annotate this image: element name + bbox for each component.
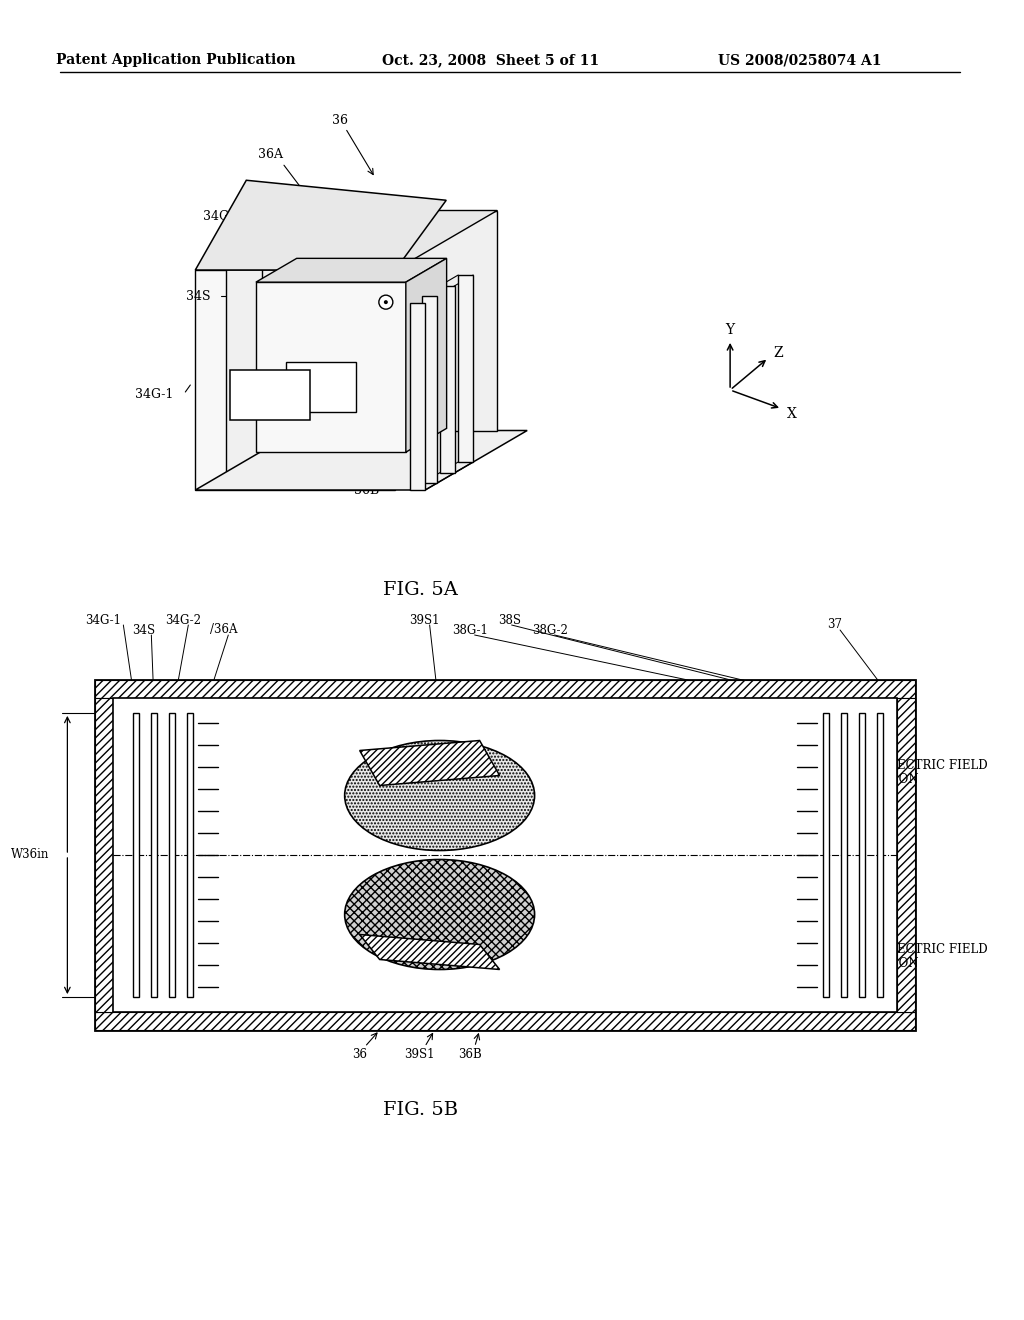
- Text: US 2008/0258074 A1: US 2008/0258074 A1: [719, 53, 882, 67]
- Polygon shape: [878, 713, 883, 997]
- Text: 38G-1: 38G-1: [425, 459, 464, 473]
- Text: 36B: 36B: [353, 483, 379, 496]
- Polygon shape: [297, 210, 498, 430]
- Polygon shape: [226, 252, 426, 473]
- Text: 38G-2: 38G-2: [382, 424, 421, 437]
- Ellipse shape: [345, 741, 535, 850]
- Polygon shape: [261, 231, 462, 451]
- Polygon shape: [230, 370, 310, 420]
- Text: 34G-2: 34G-2: [165, 614, 202, 627]
- Text: W36out: W36out: [820, 858, 866, 871]
- Polygon shape: [897, 698, 915, 1012]
- Polygon shape: [440, 285, 456, 473]
- Text: 37: 37: [827, 619, 843, 631]
- Text: 34G-1: 34G-1: [85, 614, 122, 627]
- Polygon shape: [114, 698, 897, 1012]
- Text: 39S1: 39S1: [404, 1048, 435, 1061]
- Text: 36: 36: [352, 1048, 368, 1061]
- Text: 36: 36: [332, 114, 348, 127]
- Text: 38S: 38S: [407, 425, 431, 437]
- Text: 38G-2: 38G-2: [531, 623, 567, 636]
- Polygon shape: [133, 713, 139, 997]
- Text: 38S: 38S: [498, 614, 521, 627]
- Text: /36A: /36A: [210, 623, 238, 636]
- Polygon shape: [359, 741, 500, 785]
- Polygon shape: [152, 713, 158, 997]
- Polygon shape: [458, 275, 473, 462]
- Text: Y: Y: [726, 323, 734, 337]
- Polygon shape: [823, 713, 829, 997]
- Text: 38G-1: 38G-1: [452, 623, 487, 636]
- Polygon shape: [859, 713, 865, 997]
- Text: Z: Z: [773, 346, 783, 360]
- Text: 36A: 36A: [258, 149, 283, 161]
- Text: REGION: REGION: [867, 957, 919, 970]
- Text: X: X: [786, 407, 797, 421]
- Text: 36B: 36B: [458, 1048, 481, 1061]
- Text: 34S: 34S: [186, 289, 211, 302]
- Polygon shape: [169, 713, 175, 997]
- Text: 34S: 34S: [132, 623, 155, 636]
- Polygon shape: [256, 282, 406, 453]
- Text: 36-1: 36-1: [453, 267, 480, 280]
- Text: −: −: [451, 800, 469, 821]
- Polygon shape: [95, 680, 915, 698]
- Polygon shape: [411, 304, 425, 490]
- Polygon shape: [256, 259, 446, 282]
- Text: 39S1: 39S1: [410, 614, 440, 627]
- Text: 34G-1: 34G-1: [135, 388, 174, 401]
- Polygon shape: [196, 181, 446, 271]
- Polygon shape: [196, 271, 395, 490]
- Polygon shape: [422, 296, 437, 483]
- Polygon shape: [95, 680, 915, 1030]
- Text: ⊕ ELECTRIC FIELD: ⊕ ELECTRIC FIELD: [867, 942, 988, 956]
- Polygon shape: [406, 259, 446, 453]
- Polygon shape: [359, 935, 500, 969]
- Circle shape: [379, 296, 393, 309]
- Polygon shape: [196, 210, 498, 271]
- Polygon shape: [187, 713, 194, 997]
- Polygon shape: [95, 698, 114, 1012]
- Text: ⊖ ELECTRIC FIELD: ⊖ ELECTRIC FIELD: [867, 759, 988, 772]
- Circle shape: [384, 300, 388, 304]
- Text: 34G-2: 34G-2: [204, 210, 242, 223]
- Text: W36in: W36in: [11, 849, 49, 862]
- Text: ⊕: ⊕: [452, 894, 468, 912]
- Text: REGION: REGION: [867, 774, 919, 785]
- Text: FIG. 5B: FIG. 5B: [383, 1101, 458, 1119]
- Polygon shape: [196, 430, 527, 490]
- Ellipse shape: [345, 859, 535, 969]
- Polygon shape: [841, 713, 847, 997]
- Text: L36: L36: [496, 747, 520, 759]
- Polygon shape: [286, 362, 356, 412]
- Text: FIG. 5A: FIG. 5A: [383, 581, 458, 599]
- Text: Patent Application Publication: Patent Application Publication: [55, 53, 295, 67]
- Polygon shape: [95, 1012, 915, 1030]
- Text: Oct. 23, 2008  Sheet 5 of 11: Oct. 23, 2008 Sheet 5 of 11: [382, 53, 599, 67]
